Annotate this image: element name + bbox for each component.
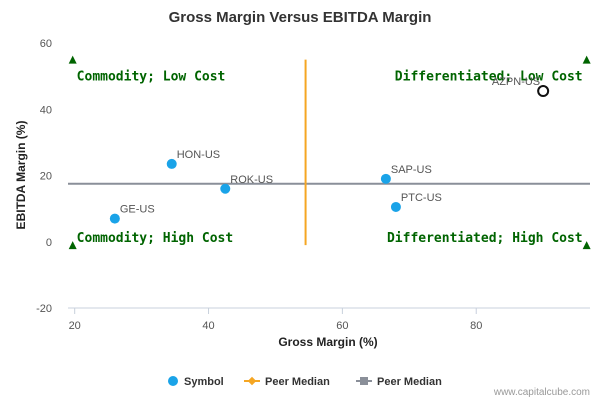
x-axis-ticks: 20 40 60 80: [69, 308, 482, 332]
legend: Symbol Peer Median Peer Median: [168, 376, 442, 388]
legend-item-peer-median-y[interactable]: Peer Median: [356, 376, 442, 388]
quadrant-label: Commodity; Low Cost: [77, 70, 226, 85]
legend-symbol-label: Symbol: [184, 376, 224, 388]
legend-peer-median-y-marker: [360, 377, 368, 385]
data-point-label: ROK-US: [230, 174, 273, 186]
data-point-label: GE-US: [120, 204, 155, 216]
y-axis-ticks: -20 0 20 40 60: [36, 38, 52, 315]
credit-text: www.capitalcube.com: [493, 387, 590, 398]
data-point: [220, 183, 231, 194]
peer-median-lines: [68, 59, 590, 246]
data-points: HON-US ROK-US GE-US SAP-US PTC-US AZPN-US: [109, 76, 550, 224]
data-point: [380, 173, 391, 184]
legend-item-symbol[interactable]: Symbol: [168, 376, 224, 388]
data-point-label: HON-US: [177, 149, 220, 161]
quadrant-marker: [68, 55, 77, 64]
quadrant-label: Differentiated; Low Cost: [395, 70, 583, 85]
x-tick-label: 60: [336, 320, 348, 332]
highlight-point-label: AZPN-US: [492, 76, 540, 88]
quadrant-marker: [582, 55, 591, 64]
quadrant-labels: Commodity; Low Cost Differentiated; Low C…: [68, 55, 591, 250]
quadrant-label: Differentiated; High Cost: [387, 231, 583, 246]
y-tick-label: 0: [46, 237, 52, 249]
y-axis-title: EBITDA Margin (%): [14, 121, 28, 230]
quadrant-marker: [582, 241, 591, 250]
data-point: [166, 158, 177, 169]
data-point: [390, 201, 401, 212]
data-point-label: PTC-US: [401, 192, 442, 204]
legend-peer-median-x-marker: [247, 376, 257, 386]
quadrant-marker: [68, 241, 77, 250]
x-tick-label: 40: [202, 320, 214, 332]
y-tick-label: 40: [40, 104, 52, 116]
x-tick-label: 80: [470, 320, 482, 332]
legend-item-peer-median-x[interactable]: Peer Median: [244, 376, 330, 388]
y-tick-label: -20: [36, 303, 52, 315]
legend-symbol-marker: [168, 376, 178, 386]
data-point-label: SAP-US: [391, 164, 432, 176]
quadrant-label: Commodity; High Cost: [77, 231, 234, 246]
x-tick-label: 20: [69, 320, 81, 332]
legend-peer-median-y-label: Peer Median: [377, 376, 442, 388]
x-axis-title: Gross Margin (%): [278, 335, 377, 349]
highlight-point: [537, 85, 550, 98]
legend-peer-median-x-label: Peer Median: [265, 376, 330, 388]
y-tick-label: 60: [40, 38, 52, 50]
chart-title: Gross Margin Versus EBITDA Margin: [169, 9, 432, 26]
y-tick-label: 20: [40, 171, 52, 183]
data-point: [109, 213, 120, 224]
